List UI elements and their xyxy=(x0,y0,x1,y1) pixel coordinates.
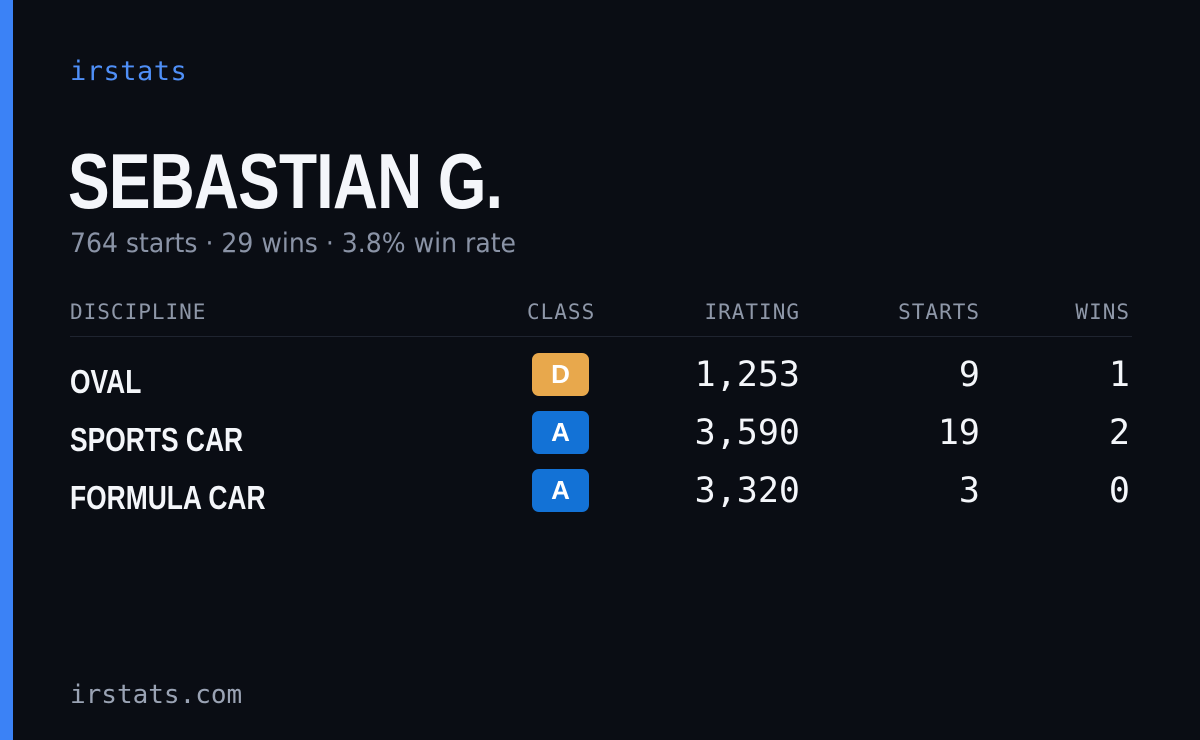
header-starts: STARTS xyxy=(898,300,980,324)
header-irating: IRATING xyxy=(704,300,800,324)
accent-bar xyxy=(0,0,13,740)
irating-value: 1,253 xyxy=(694,355,800,395)
irating-value: 3,320 xyxy=(694,471,800,511)
wins-value: 0 xyxy=(1108,471,1130,511)
player-summary: 764 starts · 29 wins · 3.8% win rate xyxy=(70,228,517,259)
table-row: OVAL D 1,253 9 1 xyxy=(70,353,1132,411)
discipline-name: OVAL xyxy=(70,363,142,400)
starts-value: 19 xyxy=(937,413,980,453)
table-body: OVAL D 1,253 9 1 SPORTS CAR A 3,590 19 2… xyxy=(70,337,1132,527)
discipline-name: SPORTS CAR xyxy=(70,421,244,458)
header-discipline: DISCIPLINE xyxy=(70,300,207,324)
wins-value: 1 xyxy=(1108,355,1130,395)
wins-value: 2 xyxy=(1108,413,1130,453)
discipline-name: FORMULA CAR xyxy=(70,479,266,516)
starts-value: 3 xyxy=(958,471,980,511)
class-badge: A xyxy=(532,469,589,512)
header-class: CLASS xyxy=(527,300,596,324)
stats-table: DISCIPLINE CLASS IRATING STARTS WINS OVA… xyxy=(70,298,1132,527)
player-name: SEBASTIAN G. xyxy=(68,137,503,225)
irating-value: 3,590 xyxy=(694,413,800,453)
class-badge: D xyxy=(532,353,589,396)
table-row: FORMULA CAR A 3,320 3 0 xyxy=(70,469,1132,527)
brand-logo-text: irstats xyxy=(70,56,188,87)
class-badge: A xyxy=(532,411,589,454)
starts-value: 9 xyxy=(958,355,980,395)
footer-url: irstats.com xyxy=(70,680,243,710)
header-wins: WINS xyxy=(1075,300,1130,324)
table-header: DISCIPLINE CLASS IRATING STARTS WINS xyxy=(70,298,1132,337)
table-row: SPORTS CAR A 3,590 19 2 xyxy=(70,411,1132,469)
